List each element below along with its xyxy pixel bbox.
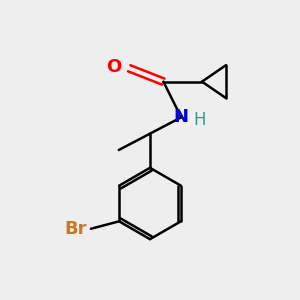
- Text: Br: Br: [65, 220, 87, 238]
- Text: N: N: [174, 108, 189, 126]
- Text: O: O: [106, 58, 122, 76]
- Text: H: H: [194, 111, 206, 129]
